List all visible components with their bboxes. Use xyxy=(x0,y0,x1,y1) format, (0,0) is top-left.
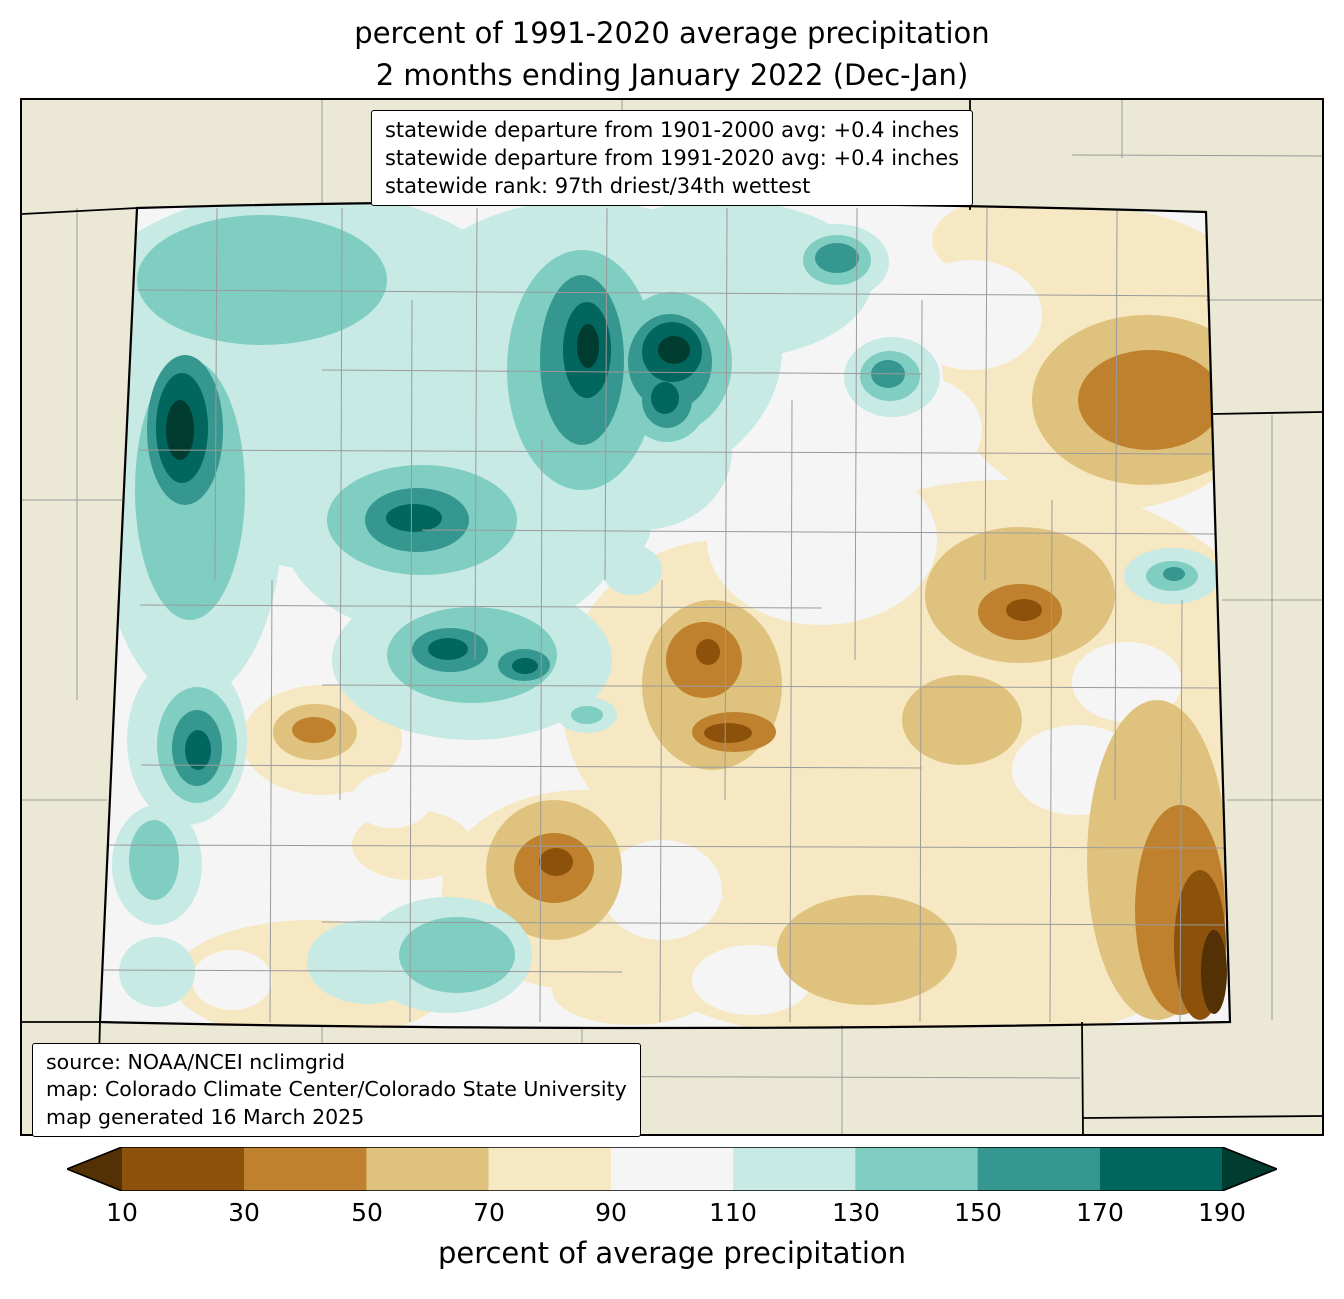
source-box: source: NOAA/NCEI nclimgrid map: Colorad… xyxy=(32,1043,641,1138)
stats-line-1: statewide departure from 1901-2000 avg: … xyxy=(384,118,960,142)
tick-label: 110 xyxy=(709,1198,757,1227)
page-title: percent of 1991-2020 average precipitati… xyxy=(0,12,1344,96)
colorbar-segment xyxy=(977,1147,1100,1191)
stats-line-3: statewide rank: 97th driest/34th wettest xyxy=(384,174,811,199)
title-line-1: percent of 1991-2020 average precipitati… xyxy=(354,16,990,50)
colorbar-segment xyxy=(122,1147,245,1191)
fill-brown-darkest-group xyxy=(1201,930,1227,1014)
colorbar-ticks: 10 30 50 70 90 110 130 150 170 190 xyxy=(0,1198,1344,1230)
colorbar xyxy=(67,1147,1277,1191)
county-borders xyxy=(100,207,1230,1023)
colorbar-segment xyxy=(488,1147,611,1191)
tick-label: 170 xyxy=(1076,1198,1124,1227)
tick-label: 30 xyxy=(228,1198,260,1227)
source-line-2: map: Colorado Climate Center/Colorado St… xyxy=(46,1077,627,1102)
tick-label: 90 xyxy=(595,1198,627,1227)
colorbar-segment xyxy=(1099,1147,1223,1191)
colorbar-segment xyxy=(244,1147,367,1191)
source-line-3: map generated 16 March 2025 xyxy=(46,1104,365,1129)
colorbar-arrow-high xyxy=(1222,1147,1277,1191)
stats-line-2: statewide departure from 1991-2020 avg: … xyxy=(384,146,960,171)
source-line-1: source: NOAA/NCEI nclimgrid xyxy=(46,1050,346,1074)
state-fill-layers xyxy=(100,202,1230,1028)
colorbar-segment xyxy=(610,1147,734,1191)
fill-teal-darkest-group xyxy=(166,324,690,460)
tick-label: 10 xyxy=(106,1198,138,1227)
tick-label: 50 xyxy=(351,1198,383,1227)
fill-teal-darker-group xyxy=(156,302,702,770)
map-area xyxy=(20,98,1324,1136)
colorbar-segment xyxy=(855,1147,978,1191)
colorado-map-svg xyxy=(22,100,1322,1134)
colorbar-arrow-low xyxy=(67,1147,122,1191)
tick-label: 130 xyxy=(832,1198,880,1227)
tick-label: 70 xyxy=(473,1198,505,1227)
title-line-2: 2 months ending January 2022 (Dec-Jan) xyxy=(375,58,969,92)
colorbar-segment xyxy=(733,1147,856,1191)
tick-label: 150 xyxy=(954,1198,1002,1227)
tick-label: 190 xyxy=(1198,1198,1246,1227)
stats-box: statewide departure from 1901-2000 avg: … xyxy=(370,110,974,207)
colorbar-axis-label: percent of average precipitation xyxy=(437,1236,907,1270)
colorbar-segment xyxy=(366,1147,489,1191)
